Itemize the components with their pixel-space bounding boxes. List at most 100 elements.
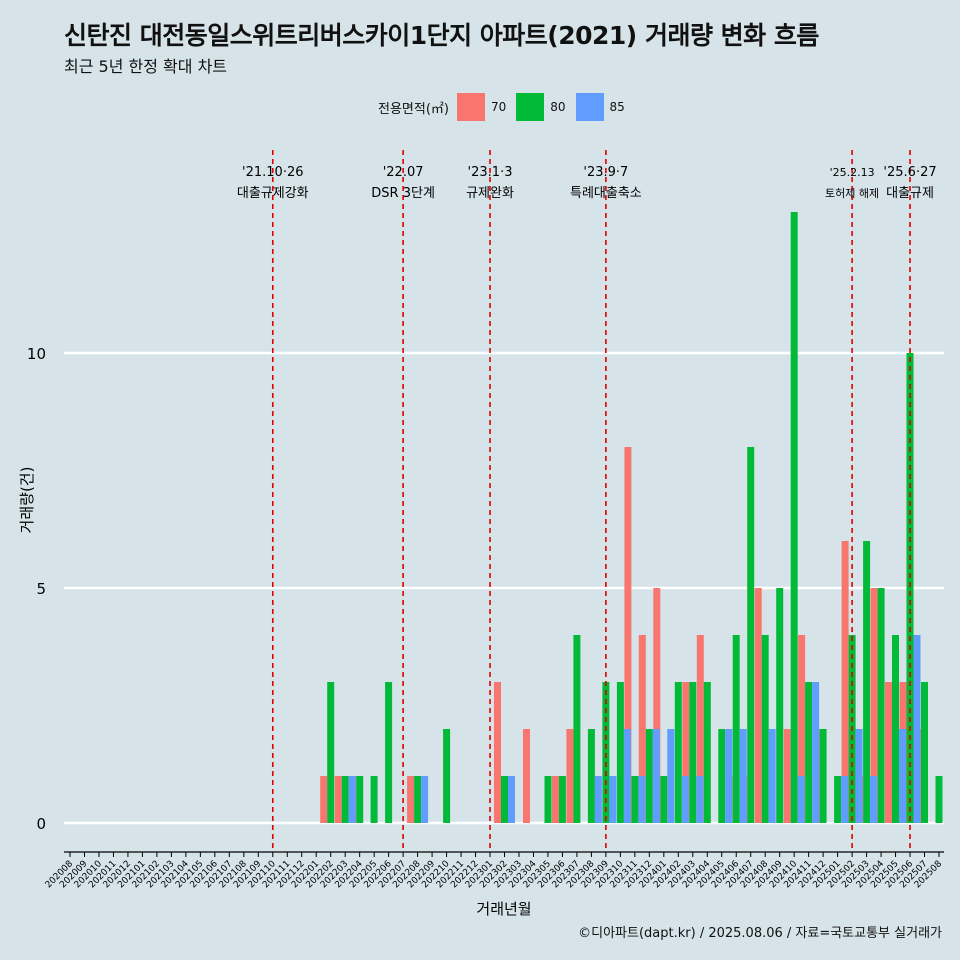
legend-label-70: 70 xyxy=(490,100,507,114)
bar-70-202403 xyxy=(682,682,690,823)
legend-item-70: 70 xyxy=(456,93,507,121)
bar-80-202410 xyxy=(790,212,798,823)
bar-80-202203 xyxy=(341,776,349,823)
bar-80-202305 xyxy=(544,776,552,823)
bar-80-202504 xyxy=(877,588,885,823)
event-label-bottom: 대출규제강화 xyxy=(237,186,309,201)
bar-80-202204 xyxy=(356,776,364,823)
legend-label-85: 85 xyxy=(609,100,625,114)
bar-70-202411 xyxy=(798,635,806,823)
legend-title: 전용면적(㎡) xyxy=(378,101,449,117)
bar-70-202203 xyxy=(334,776,342,823)
bar-85-202403 xyxy=(696,776,704,823)
bar-85-202302 xyxy=(508,776,515,823)
bar-80-202407 xyxy=(747,447,755,823)
bar-70-202502 xyxy=(841,541,849,823)
bar-85-202501 xyxy=(841,776,849,823)
bar-85-202401 xyxy=(667,729,675,823)
bar-85-202311 xyxy=(638,776,646,823)
chart-title: 신탄진 대전동일스위트리버스카이1단지 아파트(2021) 거래량 변화 흐름 xyxy=(64,21,819,50)
legend: 전용면적(㎡) 70 80 85 xyxy=(378,92,635,122)
bar-85-202502 xyxy=(855,729,863,823)
bar-85-202406 xyxy=(739,729,747,823)
event-label-bottom: 토허제 해제 xyxy=(825,186,879,200)
bar-70-202311 xyxy=(624,447,632,823)
bar-85-202505 xyxy=(899,729,906,823)
bar-70-202404 xyxy=(696,635,704,823)
bar-85-202411 xyxy=(812,682,820,823)
bar-85-202405 xyxy=(725,729,733,823)
bar-80-202405 xyxy=(718,729,726,823)
legend-item-80: 80 xyxy=(516,93,566,121)
event-label-top: '22.07 xyxy=(383,165,424,180)
bar-85-202208 xyxy=(421,776,429,823)
bar-80-202505 xyxy=(892,635,899,823)
bar-70-202505 xyxy=(885,682,892,823)
bar-80-202401 xyxy=(660,776,668,823)
bar-80-202311 xyxy=(631,776,639,823)
legend-key-85 xyxy=(575,93,604,121)
chart-subtitle: 최근 5년 한정 확대 차트 xyxy=(64,57,228,76)
event-label-top: '25.6·27 xyxy=(883,165,936,180)
event-label-bottom: 대출규제 xyxy=(886,186,934,201)
bar-85-202203 xyxy=(348,776,356,823)
bar-85-202309 xyxy=(609,776,617,823)
event-label-top: '23.9·7 xyxy=(583,165,628,180)
bar-80-202508 xyxy=(935,776,943,823)
bar-80-202312 xyxy=(645,729,653,823)
bar-80-202310 xyxy=(616,682,624,823)
bar-80-202403 xyxy=(689,682,697,823)
bar-80-202206 xyxy=(385,682,393,823)
bar-85-202402 xyxy=(681,776,689,823)
legend-label-80: 80 xyxy=(550,100,566,114)
y-axis-label: 거래량(건) xyxy=(18,467,36,534)
event-label-top: '23.1·3 xyxy=(468,165,513,180)
bar-85-202408 xyxy=(768,729,776,823)
x-axis-label: 거래년월 xyxy=(476,900,531,918)
bar-70-202504 xyxy=(870,588,878,823)
event-label-bottom: DSR 3단계 xyxy=(371,186,435,201)
bar-80-202309 xyxy=(602,682,610,823)
y-tick-label: 10 xyxy=(27,345,46,363)
event-label-top: '25.2.13 xyxy=(830,166,875,179)
bar-85-202310 xyxy=(623,729,631,823)
y-tick-label: 5 xyxy=(36,580,46,598)
event-label-bottom: 규제완화 xyxy=(466,186,514,201)
bar-70-202302 xyxy=(494,682,501,823)
bar-70-202410 xyxy=(783,729,791,823)
bar-80-202308 xyxy=(587,729,595,823)
bar-85-202506 xyxy=(913,635,921,823)
bar-80-202307 xyxy=(573,635,581,823)
bar-80-202306 xyxy=(558,776,566,823)
bar-80-202408 xyxy=(761,635,769,823)
bar-80-202507 xyxy=(921,682,928,823)
legend-key-80 xyxy=(516,93,545,121)
bar-80-202210 xyxy=(443,729,451,823)
bar-80-202402 xyxy=(674,682,682,823)
bar-80-202503 xyxy=(863,541,871,823)
bar-80-202506 xyxy=(906,353,914,823)
bar-85-202503 xyxy=(870,776,878,823)
bars xyxy=(320,212,943,823)
legend-key-70 xyxy=(456,93,485,121)
bar-70-202312 xyxy=(638,635,646,823)
bar-80-202409 xyxy=(776,588,784,823)
bar-70-202304 xyxy=(523,729,530,823)
bar-80-202205 xyxy=(370,776,378,823)
bar-70-202208 xyxy=(407,776,415,823)
legend-item-85: 85 xyxy=(575,93,625,121)
bar-85-202308 xyxy=(594,776,602,823)
bar-85-202410 xyxy=(797,776,805,823)
bar-80-202406 xyxy=(732,635,740,823)
event-markers: '21.10·26 대출규제강화 '22.07 DSR 3단계 '23.1·3 규제완화 '… xyxy=(237,150,937,852)
bar-80-202302 xyxy=(501,776,508,823)
bar-80-202208 xyxy=(414,776,422,823)
caption: ©디아파트(dapt.kr) / 2025.08.06 / 자료=국토교통부 실… xyxy=(578,926,942,941)
event-label-top: '21.10·26 xyxy=(242,165,303,180)
bar-80-202411 xyxy=(805,682,813,823)
bar-70-202307 xyxy=(566,729,574,823)
bar-70-202408 xyxy=(754,588,762,823)
bar-80-202404 xyxy=(703,682,711,823)
